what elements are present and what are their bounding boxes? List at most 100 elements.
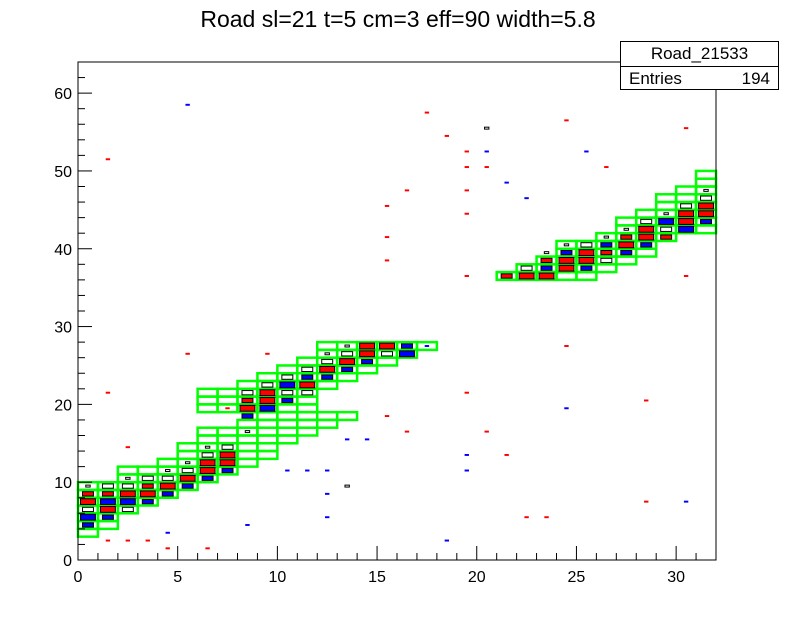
- road-box: [615, 216, 638, 227]
- road-box: [316, 410, 339, 422]
- x-tick-label: 20: [468, 569, 486, 586]
- road-box: [316, 340, 339, 352]
- hit-cell: [199, 459, 216, 467]
- x-tick-label: 25: [568, 569, 586, 586]
- hit-cell: [683, 500, 689, 503]
- hit-cell: [181, 483, 194, 489]
- road-box: [296, 356, 319, 367]
- hit-cell: [644, 399, 649, 402]
- hit-cell: [700, 218, 713, 225]
- hit-cell: [623, 227, 629, 231]
- hit-cell: [564, 345, 569, 347]
- road-box: [116, 465, 140, 476]
- road-box: [694, 169, 718, 180]
- hit-cell: [161, 475, 174, 481]
- hit-cell: [524, 516, 529, 519]
- hit-cell: [79, 498, 96, 506]
- road-box: [674, 185, 698, 196]
- hit-cell: [678, 210, 695, 218]
- y-tick-label: 60: [54, 86, 72, 103]
- hit-cell: [321, 374, 334, 380]
- hit-cell: [564, 119, 569, 122]
- hit-cell: [560, 250, 573, 256]
- road-box: [515, 263, 538, 274]
- hit-cell: [201, 475, 214, 481]
- hit-cell: [504, 181, 509, 184]
- hit-cell: [359, 350, 376, 358]
- hit-cell: [325, 516, 330, 519]
- hit-cell: [620, 234, 633, 240]
- hit-cell: [305, 469, 310, 472]
- chart-title: Road sl=21 t=5 cm=3 eff=90 width=5.8: [200, 6, 596, 32]
- y-tick-label: 30: [54, 320, 72, 337]
- hit-cell: [259, 389, 276, 397]
- road-box: [76, 480, 100, 492]
- hit-cell: [683, 127, 689, 130]
- hit-cell: [404, 430, 410, 433]
- hit-cell: [241, 397, 254, 404]
- hit-cell: [384, 259, 390, 262]
- hit-cell: [219, 459, 236, 467]
- hit-cell: [181, 467, 194, 474]
- y-tick-label: 50: [54, 164, 72, 181]
- road-box: [335, 410, 359, 422]
- road-box: [276, 364, 299, 375]
- hit-cell: [484, 430, 489, 433]
- hit-cell: [361, 358, 374, 365]
- hit-cell: [604, 166, 609, 169]
- hit-cell: [81, 522, 94, 528]
- hit-cell: [558, 257, 575, 264]
- hit-cell: [484, 166, 489, 169]
- hit-cell: [603, 235, 610, 239]
- hit-cell: [660, 226, 673, 232]
- hit-cell: [600, 257, 613, 264]
- hit-cell: [660, 234, 673, 240]
- hit-cell: [299, 381, 316, 389]
- road-boxes-layer: [76, 169, 718, 538]
- road-box: [96, 480, 120, 492]
- hit-cell: [698, 210, 715, 218]
- hit-cell: [85, 484, 91, 488]
- hit-cell: [141, 499, 154, 505]
- hit-cell: [384, 236, 390, 239]
- hit-cell: [261, 382, 274, 388]
- hit-cell: [364, 438, 370, 441]
- hit-cell: [524, 197, 529, 200]
- hit-cell: [678, 225, 695, 233]
- x-tick-label: 10: [268, 569, 286, 586]
- hit-cell: [344, 484, 350, 488]
- hit-cell: [184, 461, 191, 465]
- hit-cell: [678, 218, 695, 225]
- hit-cell: [700, 195, 713, 201]
- hit-cell: [484, 126, 490, 130]
- hit-cell: [221, 467, 234, 474]
- hit-cell: [125, 539, 131, 542]
- hit-cell: [244, 430, 251, 434]
- hit-cell: [444, 134, 450, 137]
- hit-cell: [145, 539, 150, 542]
- x-tick-label: 30: [667, 569, 685, 586]
- x-tick-label: 15: [368, 569, 386, 586]
- hit-cell: [105, 158, 111, 161]
- road-box: [156, 457, 179, 468]
- hit-cell: [344, 344, 350, 348]
- hit-cell: [359, 342, 376, 350]
- hit-cell: [600, 242, 613, 248]
- hit-cell: [464, 150, 469, 153]
- hit-cell: [398, 350, 415, 358]
- road-box: [575, 239, 598, 250]
- y-tick-label: 20: [54, 397, 72, 414]
- hit-cell: [245, 524, 250, 526]
- hit-cell: [464, 469, 469, 472]
- y-tick-label: 40: [54, 242, 72, 259]
- hit-cell: [101, 491, 114, 497]
- stats-box: Road_21533 Entries 194: [620, 41, 779, 90]
- hit-cell: [81, 506, 94, 513]
- x-tick-label: 0: [74, 569, 83, 586]
- hit-cell: [241, 413, 254, 419]
- hit-cell: [125, 476, 131, 480]
- hit-cell: [179, 474, 196, 482]
- hit-cell: [301, 374, 314, 380]
- hit-cell: [703, 188, 709, 192]
- hit-cell: [99, 498, 116, 506]
